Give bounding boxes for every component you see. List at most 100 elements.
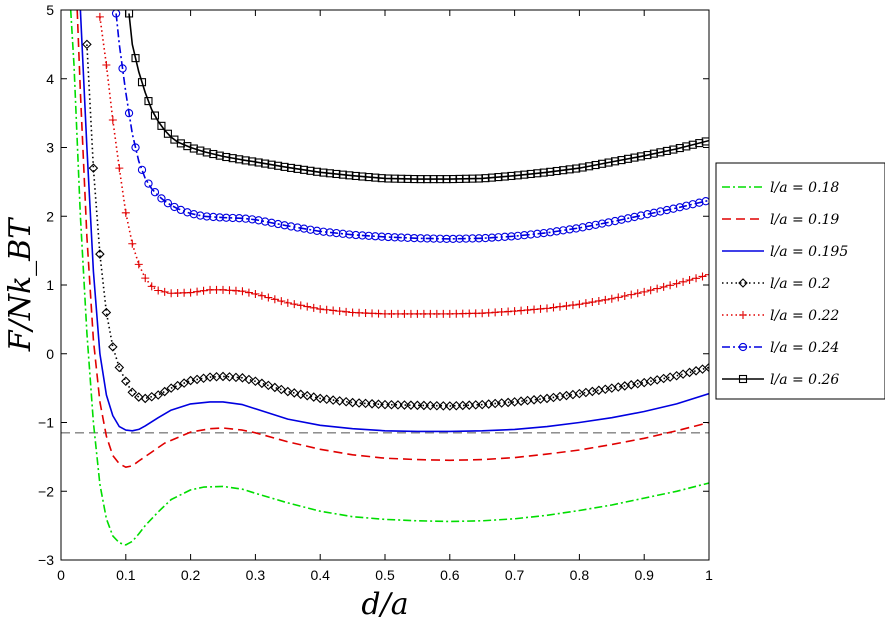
y-tick-label: 0 xyxy=(46,346,54,362)
data-point xyxy=(568,301,577,310)
data-point xyxy=(322,305,331,314)
data-point xyxy=(286,222,296,231)
y-axis-ticks: −3 −2 −1 0 1 2 3 4 5 xyxy=(38,2,709,568)
data-point xyxy=(205,372,215,382)
data-point xyxy=(121,208,130,217)
data-point xyxy=(360,398,371,409)
data-point xyxy=(166,383,176,393)
legend: l/a = 0.18 l/a = 0.19 l/a = 0.195 l/a = 0.2… xyxy=(715,162,885,400)
data-point xyxy=(738,374,748,384)
data-point xyxy=(739,311,747,319)
series-0.18 xyxy=(69,10,709,546)
y-tick-label: 5 xyxy=(46,2,54,18)
data-point xyxy=(264,293,273,302)
data-point xyxy=(196,211,205,220)
data-point xyxy=(601,295,610,304)
data-point xyxy=(270,295,279,304)
data-point xyxy=(692,274,701,283)
data-point xyxy=(303,302,312,311)
legend-label: l/a = 0.26 xyxy=(770,372,839,388)
data-point xyxy=(627,290,636,299)
x-axis-label: d/a xyxy=(361,587,408,622)
legend-label: l/a = 0.2 xyxy=(770,276,831,292)
series-line xyxy=(128,13,709,180)
x-tick-label: 0.3 xyxy=(246,567,266,583)
data-point xyxy=(416,234,425,243)
x-tick-label: 0.2 xyxy=(181,567,201,583)
data-point xyxy=(406,400,416,410)
data-point xyxy=(312,226,322,235)
data-point xyxy=(555,302,564,311)
data-point xyxy=(500,232,510,241)
data-point xyxy=(653,284,662,293)
data-point xyxy=(464,400,475,410)
data-point xyxy=(137,165,147,174)
data-point xyxy=(309,303,318,312)
data-point xyxy=(273,219,283,229)
data-point xyxy=(121,376,131,387)
data-point xyxy=(114,362,125,373)
data-point xyxy=(296,301,305,310)
data-point xyxy=(581,299,590,308)
data-point xyxy=(257,378,267,389)
data-point xyxy=(131,54,140,63)
data-point xyxy=(283,386,293,397)
data-point xyxy=(526,230,535,239)
data-point xyxy=(215,213,224,222)
data-point xyxy=(186,288,195,297)
data-point xyxy=(95,249,105,259)
data-point xyxy=(157,194,166,203)
data-point xyxy=(329,306,338,315)
data-point xyxy=(565,225,574,234)
x-tick-label: 0 xyxy=(57,567,65,583)
data-point xyxy=(507,232,516,241)
data-point xyxy=(520,231,529,240)
data-point xyxy=(118,64,127,73)
data-point xyxy=(562,301,571,310)
data-point xyxy=(457,400,468,411)
data-point xyxy=(127,387,138,398)
data-point xyxy=(701,137,709,146)
data-point xyxy=(701,197,709,206)
data-point xyxy=(351,230,360,240)
data-point xyxy=(410,233,419,243)
data-point xyxy=(267,218,276,227)
data-point xyxy=(607,294,616,303)
series-line xyxy=(115,13,709,240)
data-point xyxy=(144,97,153,106)
data-point xyxy=(517,306,526,315)
data-point xyxy=(316,305,325,314)
data-point xyxy=(614,293,623,302)
data-point xyxy=(193,287,202,296)
data-point xyxy=(124,108,134,118)
data-point xyxy=(306,225,315,234)
data-point xyxy=(455,234,464,243)
data-point xyxy=(147,282,156,291)
data-point xyxy=(591,220,600,229)
data-point xyxy=(578,223,587,232)
data-point xyxy=(95,12,104,21)
data-point xyxy=(633,289,642,298)
data-point xyxy=(386,399,397,410)
data-point xyxy=(470,400,481,410)
y-axis-label: F/Nk_BT xyxy=(3,217,38,352)
data-point xyxy=(290,300,299,309)
legend-entry: l/a = 0.24 xyxy=(722,340,839,356)
data-point xyxy=(283,298,292,307)
x-tick-label: 0.1 xyxy=(116,567,136,583)
data-point xyxy=(704,362,709,373)
data-point xyxy=(144,179,153,188)
data-point xyxy=(260,217,270,226)
data-point xyxy=(101,307,112,318)
data-point xyxy=(334,396,345,406)
data-point xyxy=(321,394,332,405)
data-point xyxy=(377,232,386,241)
legend-label: l/a = 0.19 xyxy=(770,212,839,228)
data-point xyxy=(338,229,348,238)
data-point xyxy=(494,233,503,242)
x-tick-label: 0.9 xyxy=(634,567,654,583)
data-point xyxy=(533,229,542,238)
data-point xyxy=(620,292,629,300)
data-point xyxy=(209,212,218,222)
data-point xyxy=(289,388,300,398)
